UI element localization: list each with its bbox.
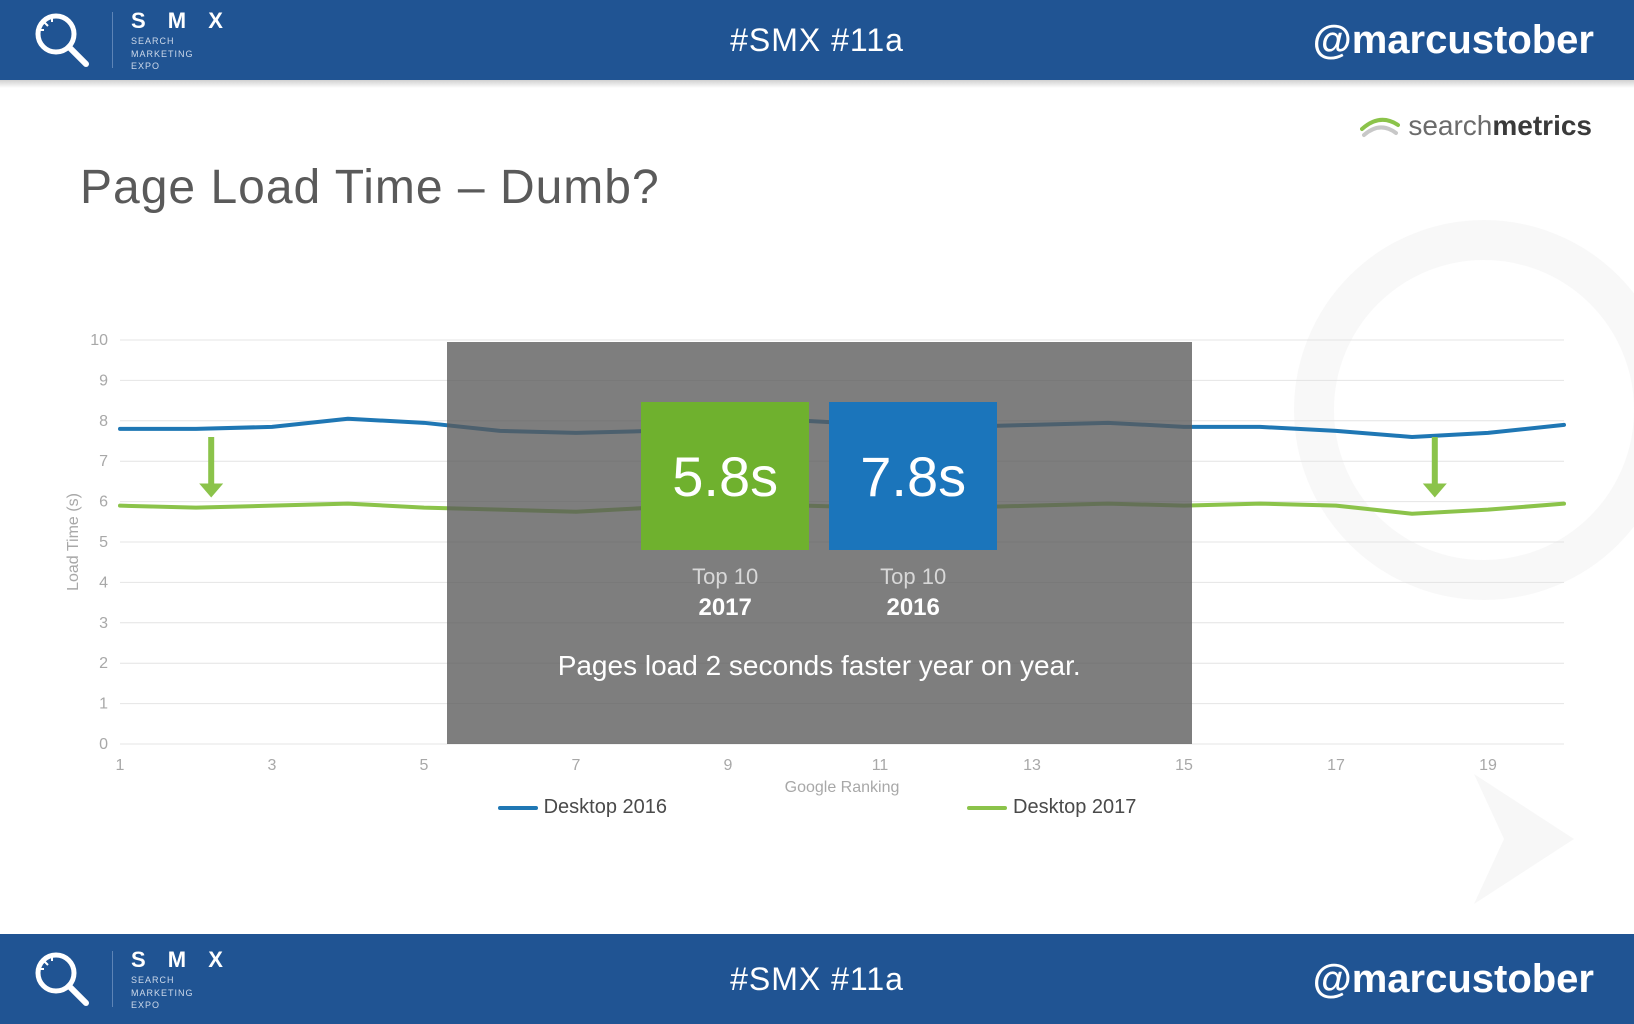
logo-sub2: MARKETING: [131, 988, 231, 999]
logo-divider: [112, 951, 113, 1007]
logo-sub1: SEARCH: [131, 36, 231, 47]
svg-text:7: 7: [572, 757, 581, 774]
svg-text:3: 3: [268, 757, 277, 774]
tile-value: 5.8s: [672, 444, 778, 509]
logo-sub1: SEARCH: [131, 975, 231, 986]
legend-label: Desktop 2016: [544, 796, 667, 819]
svg-text:17: 17: [1327, 757, 1345, 774]
overlay-caption: Pages load 2 seconds faster year on year…: [558, 650, 1081, 682]
logo-divider: [112, 12, 113, 68]
banner-handle: @marcustober: [1313, 957, 1634, 1002]
banner-handle: @marcustober: [1313, 18, 1634, 63]
tile-labels: Top 10 2017 Top 10 2016: [641, 564, 997, 622]
footer-banner: S M X SEARCH MARKETING EXPO #SMX #11a @m…: [0, 934, 1634, 1024]
header-banner: S M X SEARCH MARKETING EXPO #SMX #11a @m…: [0, 0, 1634, 80]
legend-label: Desktop 2017: [1013, 796, 1136, 819]
svg-text:8: 8: [99, 413, 108, 430]
tile-label-col: Top 10 2017: [641, 564, 809, 622]
svg-text:1: 1: [99, 696, 108, 713]
svg-text:Google Ranking: Google Ranking: [785, 779, 900, 796]
slide-title: Page Load Time – Dumb?: [80, 160, 660, 215]
legend-item: Desktop 2017: [967, 796, 1136, 819]
svg-text:3: 3: [99, 615, 108, 632]
chart-container: 012345678910135791113151719Google Rankin…: [60, 330, 1574, 814]
legend-swatch: [967, 806, 1007, 810]
tile-year-label: 2016: [829, 594, 997, 622]
brand-text: searchmetrics: [1408, 110, 1592, 142]
legend-item: Desktop 2016: [498, 796, 667, 819]
svg-text:6: 6: [99, 494, 108, 511]
svg-text:0: 0: [99, 736, 108, 753]
legend-swatch: [498, 806, 538, 810]
slide-body: searchmetrics Page Load Time – Dumb? 012…: [0, 80, 1634, 934]
banner-hashtag: #SMX #11a: [730, 961, 904, 998]
svg-text:10: 10: [90, 332, 108, 349]
tile-top-label: Top 10: [641, 564, 809, 590]
swoosh-icon: [1360, 111, 1400, 141]
stat-tile-2017: 5.8s: [641, 402, 809, 550]
svg-text:5: 5: [420, 757, 429, 774]
smx-logo: S M X SEARCH MARKETING EXPO: [0, 947, 231, 1011]
searchmetrics-logo: searchmetrics: [1360, 110, 1592, 142]
logo-main: S M X: [131, 8, 231, 34]
logo-main: S M X: [131, 947, 231, 973]
watermark-arrow-icon: [1454, 754, 1624, 924]
svg-text:15: 15: [1175, 757, 1193, 774]
svg-text:4: 4: [99, 574, 108, 591]
svg-text:1: 1: [116, 757, 125, 774]
magnifier-icon: [30, 8, 94, 72]
logo-sub3: EXPO: [131, 1000, 231, 1011]
logo-text: S M X SEARCH MARKETING EXPO: [131, 947, 231, 1011]
smx-logo: S M X SEARCH MARKETING EXPO: [0, 8, 231, 72]
tile-value: 7.8s: [860, 444, 966, 509]
svg-text:9: 9: [99, 372, 108, 389]
svg-text:11: 11: [872, 757, 889, 774]
svg-text:13: 13: [1023, 757, 1041, 774]
svg-text:7: 7: [99, 453, 108, 470]
magnifier-icon: [30, 947, 94, 1011]
tile-label-col: Top 10 2016: [829, 564, 997, 622]
chart-legend: Desktop 2016 Desktop 2017: [60, 796, 1574, 819]
logo-text: S M X SEARCH MARKETING EXPO: [131, 8, 231, 72]
logo-sub3: EXPO: [131, 61, 231, 72]
stats-overlay: 5.8s 7.8s Top 10 2017 Top 10 2016 Pages …: [447, 342, 1192, 744]
svg-text:2: 2: [99, 655, 108, 672]
logo-sub2: MARKETING: [131, 49, 231, 60]
tile-top-label: Top 10: [829, 564, 997, 590]
svg-text:9: 9: [724, 757, 733, 774]
tile-row: 5.8s 7.8s: [641, 402, 997, 550]
tile-year-label: 2017: [641, 594, 809, 622]
svg-text:5: 5: [99, 534, 108, 551]
stat-tile-2016: 7.8s: [829, 402, 997, 550]
banner-hashtag: #SMX #11a: [730, 22, 904, 59]
svg-text:Load Time (s): Load Time (s): [65, 493, 82, 591]
